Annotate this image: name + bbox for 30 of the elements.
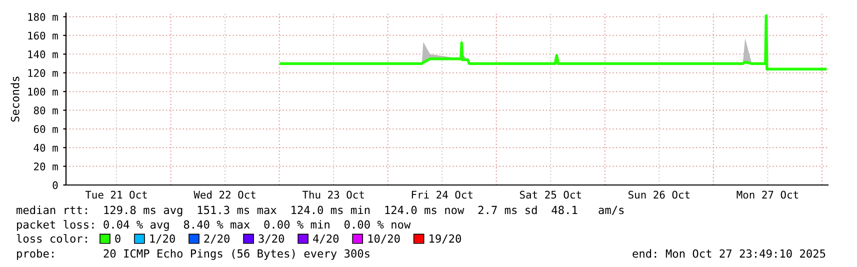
text: median rtt: 129.8 ms avg 151.3 ms max 124.0 ms min 124.0 ms now 2.7 ms sd 48.1 am/s: [16, 206, 624, 216]
y-tick-label: 40 m: [34, 144, 58, 152]
y-tick-label: 160 m: [28, 32, 58, 40]
y-tick-label: 20 m: [34, 162, 58, 170]
x-tick-label: Tue 21 Oct: [85, 190, 147, 199]
text: packet loss: 0.04 % avg 8.40 % max 0.00 % min 0.00 % now: [17, 220, 411, 231]
x-tick-label: Fri 24 Oct: [412, 190, 472, 199]
x-tick-label: Mon 27 Oct: [736, 190, 798, 199]
x-tick-label: Thu 23 Oct: [302, 190, 364, 199]
x-tick-label: Wed 22 Oct: [194, 190, 256, 199]
y-tick-label: 180 m: [28, 12, 58, 21]
legend-label: 3/20: [258, 234, 284, 244]
x-tick-label: Sat 25 Oct: [520, 190, 581, 199]
legend-label: 1/20: [150, 234, 175, 244]
legend-label: 10/20: [368, 234, 400, 244]
text: probe: 20 ICMP Echo Pings (56 Bytes) every 300s: [17, 249, 370, 260]
y-tick-label: 120 m: [28, 69, 58, 77]
y-tick-label: 80 m: [34, 106, 58, 114]
legend-title: loss color:: [16, 234, 87, 243]
legend-label: 19/20: [430, 234, 461, 244]
text: end: Mon Oct 27 23:49:10 2025: [632, 249, 826, 258]
y-tick-label: 60 m: [34, 125, 58, 134]
y-axis-title: Seconds: [10, 76, 20, 122]
legend-label: 2/20: [204, 234, 230, 244]
y-tick-label: 140 m: [28, 50, 58, 58]
y-tick-label: 100 m: [28, 88, 58, 96]
legend-label: 0: [115, 234, 120, 243]
legend-label: 4/20: [313, 234, 339, 244]
x-tick-label: Sun 26 Oct: [628, 190, 690, 199]
y-tick-label: 0: [52, 181, 58, 190]
